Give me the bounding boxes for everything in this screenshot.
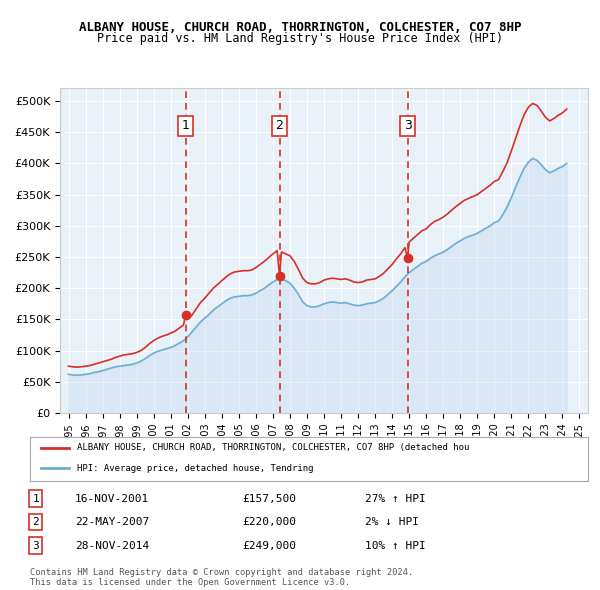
Text: 3: 3 [404, 119, 412, 132]
Text: £220,000: £220,000 [242, 517, 296, 527]
Text: 10% ↑ HPI: 10% ↑ HPI [365, 541, 425, 550]
Text: 22-MAY-2007: 22-MAY-2007 [74, 517, 149, 527]
Text: 1: 1 [32, 494, 39, 503]
Text: Price paid vs. HM Land Registry's House Price Index (HPI): Price paid vs. HM Land Registry's House … [97, 32, 503, 45]
Text: ALBANY HOUSE, CHURCH ROAD, THORRINGTON, COLCHESTER, CO7 8HP (detached hou: ALBANY HOUSE, CHURCH ROAD, THORRINGTON, … [77, 443, 470, 452]
Text: 28-NOV-2014: 28-NOV-2014 [74, 541, 149, 550]
Text: HPI: Average price, detached house, Tendring: HPI: Average price, detached house, Tend… [77, 464, 314, 473]
Text: 1: 1 [182, 119, 190, 132]
Text: 3: 3 [32, 541, 39, 550]
Text: Contains HM Land Registry data © Crown copyright and database right 2024.: Contains HM Land Registry data © Crown c… [30, 568, 413, 576]
Text: This data is licensed under the Open Government Licence v3.0.: This data is licensed under the Open Gov… [30, 578, 350, 587]
Text: ALBANY HOUSE, CHURCH ROAD, THORRINGTON, COLCHESTER, CO7 8HP: ALBANY HOUSE, CHURCH ROAD, THORRINGTON, … [79, 21, 521, 34]
Text: £249,000: £249,000 [242, 541, 296, 550]
Text: 16-NOV-2001: 16-NOV-2001 [74, 494, 149, 503]
Text: 2% ↓ HPI: 2% ↓ HPI [365, 517, 419, 527]
Text: 27% ↑ HPI: 27% ↑ HPI [365, 494, 425, 503]
Text: 2: 2 [275, 119, 283, 132]
Text: £157,500: £157,500 [242, 494, 296, 503]
Text: 2: 2 [32, 517, 39, 527]
